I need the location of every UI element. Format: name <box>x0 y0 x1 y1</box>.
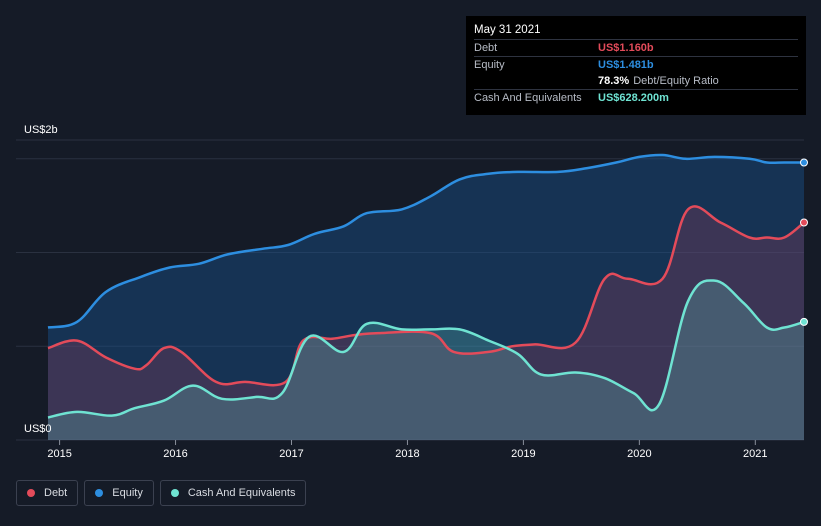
tooltip-cash-value: US$628.200m <box>598 92 669 104</box>
tooltip-ratio-value: 78.3% <box>598 75 630 87</box>
legend-debt-label: Debt <box>44 487 68 499</box>
cash-and-equivalents-line <box>47 279 805 419</box>
debt-dot-icon <box>27 489 35 497</box>
x-tick-label: 2019 <box>511 448 535 460</box>
legend-item-cash[interactable]: Cash And Equivalents <box>159 480 307 506</box>
y-axis-top-label: US$2b <box>24 124 58 136</box>
tooltip-equity-label: Equity <box>474 59 505 71</box>
legend-equity-label: Equity <box>112 487 143 499</box>
x-tick-label: 2020 <box>627 448 651 460</box>
legend: Debt Equity Cash And Equivalents <box>16 480 307 506</box>
x-axis: 2015 2016 2017 2018 2019 2020 2021 <box>47 440 768 460</box>
series-end-markers <box>800 158 808 326</box>
x-tick-label: 2016 <box>163 448 187 460</box>
tooltip-row-ratio: 78.3% Debt/Equity Ratio <box>474 73 798 89</box>
debt-end-marker <box>800 218 808 227</box>
equity-dot-icon <box>95 489 104 497</box>
y-axis-bottom-label: US$0 <box>24 423 52 435</box>
legend-item-equity[interactable]: Equity <box>84 480 154 506</box>
equity-end-marker <box>800 158 808 167</box>
tooltip-row-debt: Debt US$1.160b <box>474 39 798 56</box>
legend-cash-label: Cash And Equivalents <box>187 487 296 499</box>
grid <box>16 139 804 441</box>
equity-area <box>48 154 804 440</box>
debt-line <box>47 205 805 387</box>
cash-dot-icon <box>170 489 179 497</box>
series-lines <box>47 153 805 419</box>
tooltip-debt-label: Debt <box>474 42 498 54</box>
x-tick-label: 2021 <box>743 448 767 460</box>
x-tick-label: 2017 <box>279 448 303 460</box>
tooltip-ratio-label: Debt/Equity Ratio <box>633 75 719 87</box>
data-tooltip: May 31 2021 Debt US$1.160b Equity US$1.4… <box>466 16 806 115</box>
x-tick-label: 2018 <box>395 448 419 460</box>
tooltip-date: May 31 2021 <box>474 24 541 36</box>
tooltip-cash-label: Cash And Equivalents <box>474 92 582 104</box>
legend-item-debt[interactable]: Debt <box>16 480 79 506</box>
tooltip-equity-value: US$1.481b <box>598 59 654 71</box>
cash-and-equivalents-end-marker <box>800 317 808 326</box>
tooltip-row-equity: Equity US$1.481b <box>474 56 798 73</box>
tooltip-row-cash: Cash And Equivalents US$628.200m <box>474 89 798 106</box>
x-tick-label: 2015 <box>47 448 71 460</box>
equity-line <box>47 153 804 329</box>
tooltip-debt-value: US$1.160b <box>598 42 654 54</box>
